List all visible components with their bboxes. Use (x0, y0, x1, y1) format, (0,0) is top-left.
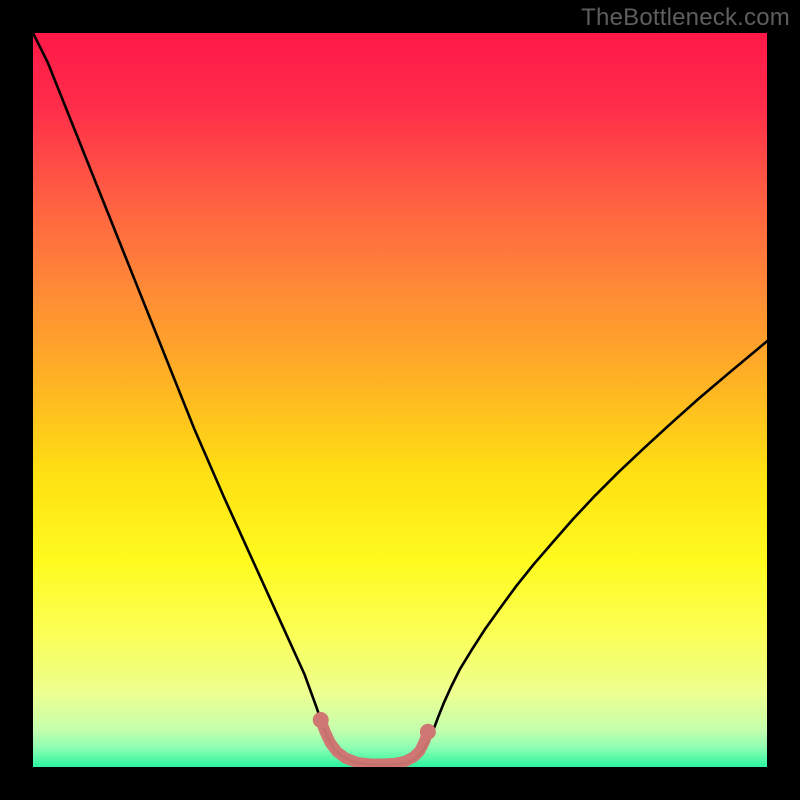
chart-plot-area (33, 33, 767, 767)
watermark-text: TheBottleneck.com (581, 4, 790, 32)
chart-svg (33, 33, 767, 767)
chart-container: TheBottleneck.com (0, 0, 800, 800)
